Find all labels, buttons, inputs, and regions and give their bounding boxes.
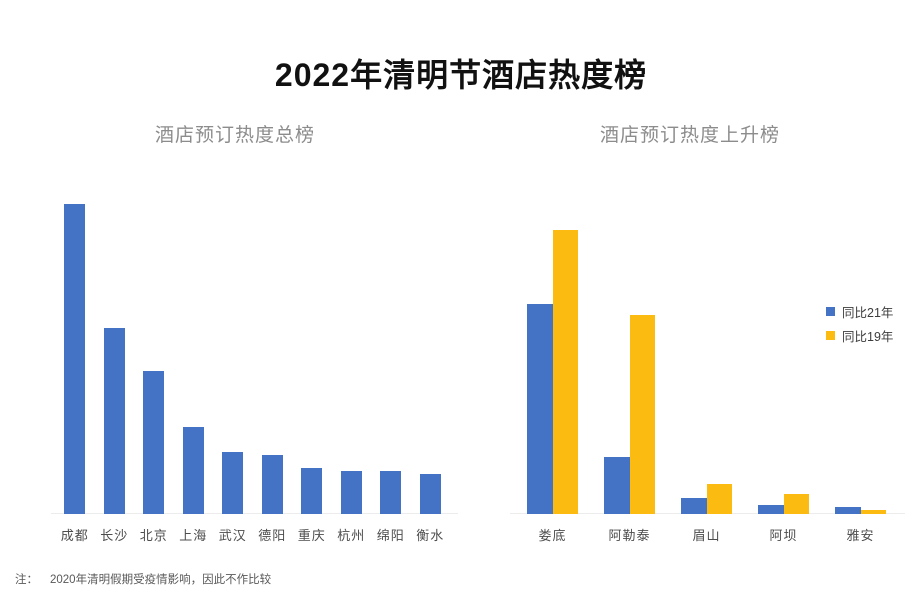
bar-rising-rank-雅安-同比21年 bbox=[835, 506, 861, 514]
footnote-prefix: 注： bbox=[15, 574, 38, 586]
x-label-杭州: 杭州 bbox=[337, 528, 366, 543]
bar-total-rank-衡水 bbox=[419, 473, 441, 514]
x-label-成都: 成都 bbox=[60, 528, 89, 543]
bar-total-rank-武汉 bbox=[222, 452, 244, 514]
footnote: 注： 2020年清明假期受疫情影响，因此不作比较 bbox=[15, 571, 271, 587]
x-label-重庆: 重庆 bbox=[297, 528, 326, 543]
bar-rising-rank-阿勒泰-同比21年 bbox=[604, 457, 630, 514]
x-label-绵阳: 绵阳 bbox=[376, 528, 405, 543]
bar-rising-rank-雅安-同比19年 bbox=[860, 509, 886, 514]
bar-total-rank-长沙 bbox=[103, 328, 125, 514]
bar-total-rank-重庆 bbox=[301, 467, 323, 514]
bar-total-rank-成都 bbox=[64, 204, 86, 514]
legend-swatch-yoy21 bbox=[826, 306, 835, 316]
x-label-雅安: 雅安 bbox=[846, 528, 875, 543]
bar-total-rank-北京 bbox=[143, 371, 165, 514]
x-label-阿勒泰: 阿勒泰 bbox=[608, 528, 651, 543]
x-label-北京: 北京 bbox=[139, 528, 168, 543]
bar-rising-rank-娄底-同比21年 bbox=[527, 303, 553, 514]
legend-swatch-yoy19 bbox=[826, 330, 835, 340]
x-axis-line bbox=[51, 513, 458, 514]
bar-rising-rank-阿坝-同比19年 bbox=[783, 494, 809, 514]
bar-total-rank-上海 bbox=[182, 427, 204, 514]
footnote-text: 2020年清明假期受疫情影响，因此不作比较 bbox=[50, 574, 272, 586]
bar-total-rank-德阳 bbox=[261, 455, 283, 514]
page-title: 2022年清明节酒店热度榜 bbox=[274, 57, 648, 93]
chart-title-total: 酒店预订热度总榜 bbox=[155, 125, 316, 146]
total-rank-chart: 成都 长沙 北京 上海 武汉 德阳 重庆 杭州 绵阳 衡水 bbox=[51, 204, 458, 543]
x-label-上海: 上海 bbox=[179, 528, 208, 543]
x-label-德阳: 德阳 bbox=[258, 528, 287, 543]
x-label-武汉: 武汉 bbox=[218, 528, 247, 543]
x-label-长沙: 长沙 bbox=[100, 528, 129, 543]
bar-total-rank-绵阳 bbox=[380, 470, 402, 514]
rising-rank-chart: 娄底 阿勒泰 眉山 阿坝 雅安 bbox=[510, 230, 905, 543]
x-label-衡水: 衡水 bbox=[416, 528, 445, 543]
bar-rising-rank-阿勒泰-同比19年 bbox=[629, 315, 655, 514]
legend-label-yoy19: 同比19年 bbox=[842, 329, 894, 344]
bar-rising-rank-娄底-同比19年 bbox=[552, 230, 578, 514]
bar-rising-rank-眉山-同比19年 bbox=[706, 484, 732, 514]
bar-rising-rank-阿坝-同比21年 bbox=[758, 505, 784, 514]
legend-label-yoy21: 同比21年 bbox=[842, 305, 894, 320]
chart-title-rising: 酒店预订热度上升榜 bbox=[600, 125, 781, 146]
legend-item-yoy21: 同比21年 bbox=[826, 299, 893, 323]
bar-total-rank-杭州 bbox=[340, 470, 362, 514]
legend-item-yoy19: 同比19年 bbox=[826, 323, 893, 347]
x-label-眉山: 眉山 bbox=[692, 528, 721, 543]
x-label-阿坝: 阿坝 bbox=[769, 528, 798, 543]
bar-rising-rank-眉山-同比21年 bbox=[681, 498, 707, 514]
x-label-娄底: 娄底 bbox=[538, 528, 567, 543]
legend: 同比21年 同比19年 bbox=[826, 299, 893, 347]
